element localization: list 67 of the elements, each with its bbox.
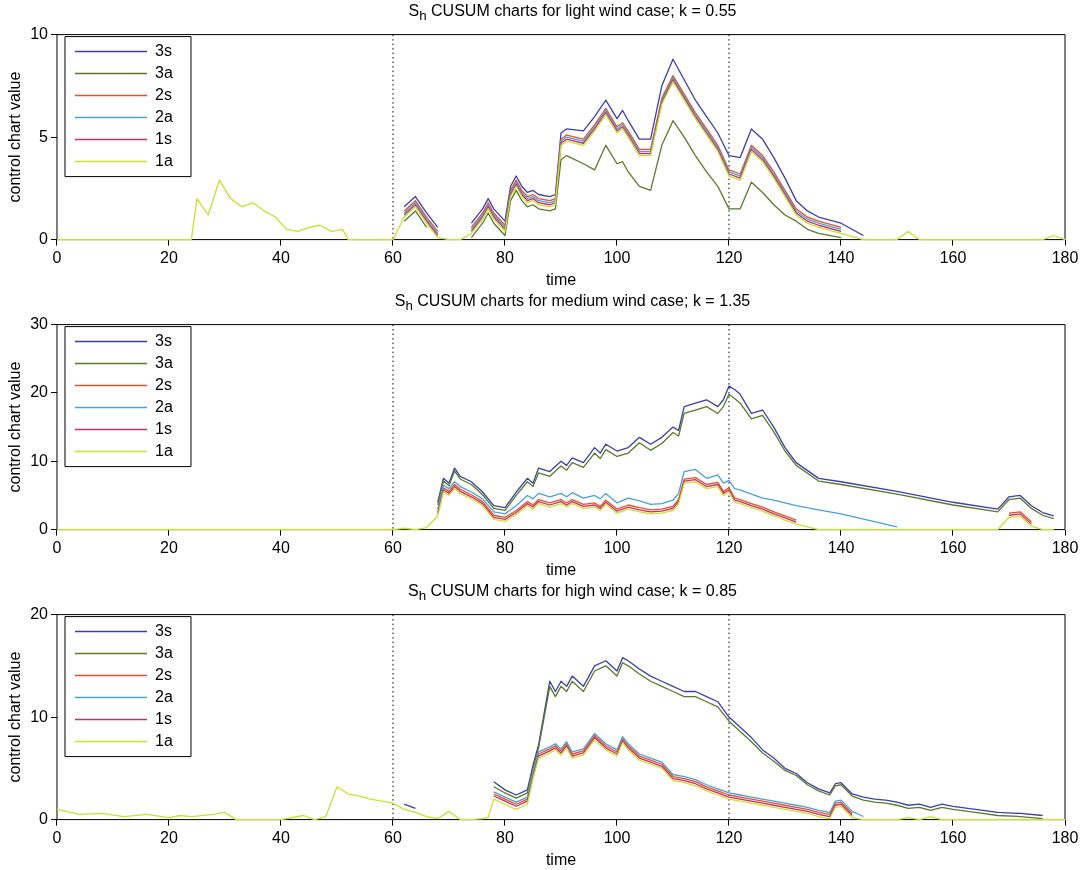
y-axis-title: control chart value — [6, 361, 24, 493]
y-tick-label: 20 — [30, 605, 49, 623]
x-tick-label: 100 — [603, 248, 631, 266]
x-tick-label: 180 — [1051, 538, 1079, 556]
legend-label: 3a — [155, 644, 173, 662]
x-tick-label: 80 — [496, 538, 514, 556]
x-tick-label: 20 — [160, 828, 178, 846]
x-tick-label: 40 — [272, 248, 290, 266]
x-tick-label: 0 — [52, 538, 62, 556]
y-tick-label: 30 — [30, 315, 49, 333]
x-tick-label: 140 — [827, 828, 855, 846]
x-tick-label: 80 — [496, 248, 514, 266]
chart-title: S$_{h}$ CUSUM charts for high wind case; k = 0.85 — [407, 581, 738, 604]
x-tick-label: 160 — [939, 828, 967, 846]
legend-label: 1s — [155, 130, 172, 148]
x-tick-label: 120 — [715, 828, 743, 846]
legend-label: 3s — [155, 42, 172, 60]
chart-title: S$_{h}$ CUSUM charts for medium wind case; k = 1.35 — [393, 291, 752, 314]
x-tick-label: 0 — [52, 248, 62, 266]
legend-label: 2a — [155, 688, 173, 706]
y-tick-label: 10 — [30, 25, 49, 43]
x-tick-label: 20 — [160, 538, 178, 556]
legend-label: 2a — [155, 398, 173, 416]
legend-label: 2a — [155, 108, 173, 126]
y-tick-label: 5 — [39, 127, 49, 145]
legend-label: 3a — [155, 354, 173, 372]
x-tick-label: 140 — [827, 538, 855, 556]
x-tick-label: 180 — [1051, 248, 1079, 266]
y-axis-title: control chart value — [6, 651, 24, 783]
x-tick-label: 80 — [496, 828, 514, 846]
x-tick-label: 60 — [384, 538, 402, 556]
x-tick-label: 180 — [1051, 828, 1079, 846]
y-axis-title: control chart value — [6, 71, 24, 203]
legend-label: 1s — [155, 710, 172, 728]
x-axis-title: time — [545, 270, 577, 288]
legend-label: 2s — [155, 666, 172, 684]
x-tick-label: 140 — [827, 248, 855, 266]
x-tick-label: 20 — [160, 248, 178, 266]
legend-label: 3a — [155, 64, 173, 82]
x-tick-label: 120 — [715, 538, 743, 556]
legend-label: 3s — [155, 622, 172, 640]
legend-label: 2s — [155, 376, 172, 394]
legend-label: 3s — [155, 332, 172, 350]
legend-label: 1a — [155, 152, 173, 170]
y-tick-label: 0 — [39, 230, 49, 248]
y-tick-label: 20 — [30, 383, 49, 401]
x-tick-label: 40 — [272, 828, 290, 846]
x-tick-label: 100 — [603, 828, 631, 846]
y-tick-label: 0 — [39, 520, 49, 538]
x-tick-label: 160 — [939, 538, 967, 556]
chart-title: S$_{h}$ CUSUM charts for light wind case; k = 0.55 — [407, 1, 738, 24]
legend-label: 1a — [155, 442, 173, 460]
legend-label: 1a — [155, 732, 173, 750]
x-tick-label: 120 — [715, 248, 743, 266]
x-axis-title: time — [545, 850, 577, 868]
x-axis-title: time — [545, 560, 577, 578]
y-tick-label: 10 — [30, 451, 49, 469]
x-tick-label: 0 — [52, 828, 62, 846]
x-tick-label: 60 — [384, 248, 402, 266]
x-tick-label: 100 — [603, 538, 631, 556]
x-tick-label: 40 — [272, 538, 290, 556]
legend-label: 1s — [155, 420, 172, 438]
x-tick-label: 160 — [939, 248, 967, 266]
legend-label: 2s — [155, 86, 172, 104]
y-tick-label: 0 — [39, 810, 49, 828]
y-tick-label: 10 — [30, 707, 49, 725]
x-tick-label: 60 — [384, 828, 402, 846]
